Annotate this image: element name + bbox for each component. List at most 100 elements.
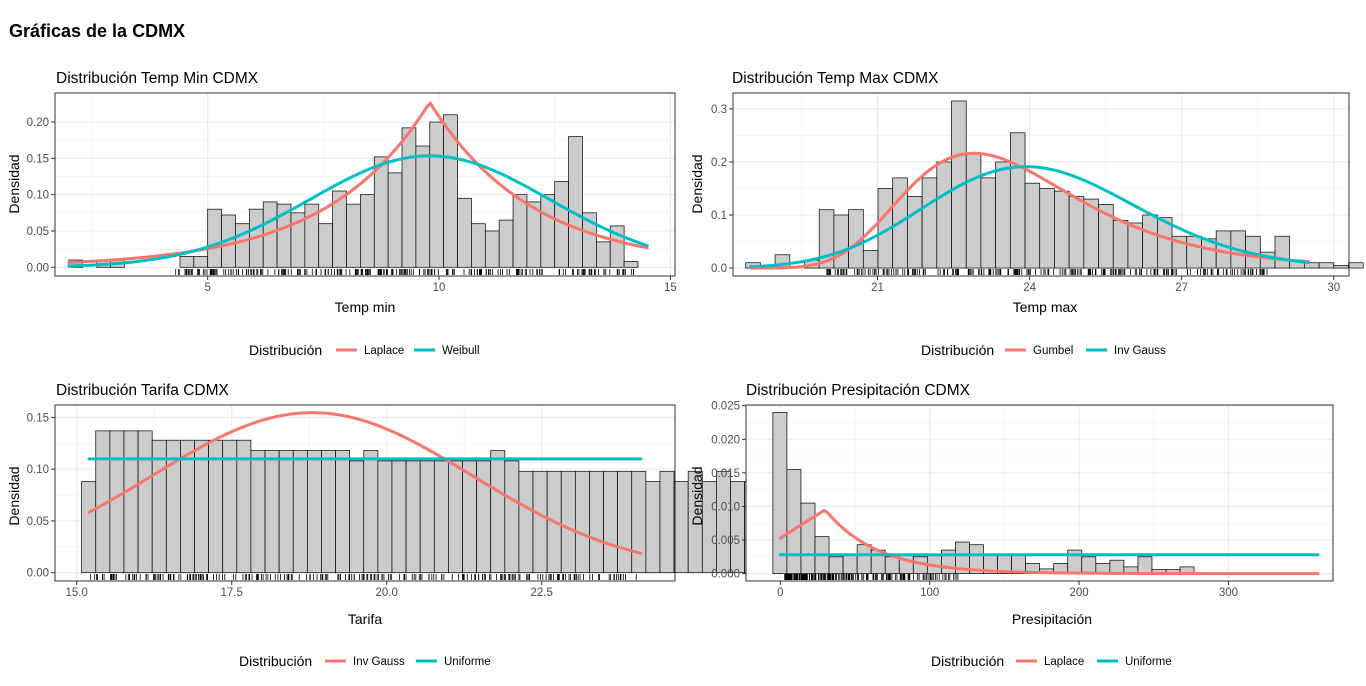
histogram-bar bbox=[995, 161, 1011, 269]
histogram-bar bbox=[1142, 214, 1158, 269]
y-tick-label: 0.15 bbox=[27, 153, 49, 165]
histogram-bar bbox=[582, 212, 597, 268]
histogram-bar bbox=[349, 460, 365, 574]
x-tick-label: 21 bbox=[871, 282, 884, 294]
histogram-bar bbox=[373, 156, 389, 268]
y-axis-label: Densidad bbox=[689, 154, 705, 213]
histogram-bar bbox=[1137, 556, 1153, 574]
histogram-bar bbox=[387, 172, 403, 268]
histogram-bar bbox=[786, 469, 802, 574]
histogram-bar bbox=[833, 214, 849, 269]
legend-label: Uniforme bbox=[1125, 656, 1172, 668]
histogram-bar bbox=[1009, 132, 1026, 269]
legend: Distribución Laplace Uniforme bbox=[931, 653, 1172, 669]
legend-label: Gumbel bbox=[1033, 345, 1073, 357]
chart-presipitacion: Distribución Presipitación CDMX 0 100 200 30… bbox=[689, 382, 1334, 669]
y-tick-label: 0.3 bbox=[711, 104, 727, 116]
histogram-bar bbox=[800, 502, 816, 574]
histogram-bar bbox=[532, 470, 548, 574]
y-tick-label: 0.00 bbox=[27, 262, 49, 274]
histogram-bar bbox=[401, 127, 417, 268]
legend-label: Inv Gauss bbox=[353, 656, 405, 668]
x-tick-label: 15 bbox=[664, 282, 677, 294]
panel-border bbox=[745, 404, 1334, 582]
x-tick-label: 200 bbox=[1069, 587, 1088, 599]
density-curve-inv-gauss bbox=[749, 165, 1310, 269]
histogram-bar bbox=[518, 470, 534, 574]
histogram-bar bbox=[828, 556, 844, 574]
panel-border bbox=[54, 404, 676, 582]
y-tick-label: 0.2 bbox=[711, 157, 727, 169]
y-tick-label: 0.020 bbox=[711, 434, 740, 446]
histogram-bar bbox=[335, 450, 351, 574]
histogram-bar bbox=[1274, 235, 1291, 269]
legend-label: Laplace bbox=[364, 345, 404, 357]
x-axis-label: Presipitación bbox=[1012, 611, 1092, 627]
histogram-bar bbox=[405, 460, 421, 574]
histogram-bar bbox=[264, 450, 280, 574]
y-tick-label: 0.025 bbox=[711, 401, 740, 413]
x-axis-label: Temp max bbox=[1013, 299, 1078, 315]
y-tick-label: 0.10 bbox=[27, 464, 49, 476]
chart-temp-min: Distribución Temp Min CDMX 5 10 15 0.00 0.05 0… bbox=[6, 70, 677, 358]
x-tick-label: 22.5 bbox=[531, 587, 553, 599]
histogram-bar bbox=[560, 470, 576, 574]
legend: Distribución Gumbel Inv Gauss bbox=[921, 342, 1166, 358]
histogram-bar bbox=[179, 256, 195, 268]
density-curve-weibull bbox=[67, 154, 649, 268]
histogram-bar bbox=[1054, 190, 1070, 269]
density-curve-gumbel bbox=[749, 151, 1310, 270]
histogram-bar bbox=[137, 430, 153, 574]
histogram-bar bbox=[292, 450, 308, 574]
x-tick-label: 0 bbox=[777, 587, 783, 599]
y-tick-label: 0.005 bbox=[711, 535, 740, 547]
legend-label: Uniforme bbox=[444, 656, 491, 668]
y-tick-label: 0.05 bbox=[27, 516, 49, 528]
y-tick-label: 0.1 bbox=[711, 210, 727, 222]
histogram-bar bbox=[1068, 196, 1085, 269]
histogram-bar bbox=[884, 556, 900, 574]
histogram-bar bbox=[842, 554, 858, 574]
histogram-bar bbox=[504, 460, 520, 574]
x-tick-label: 100 bbox=[920, 587, 939, 599]
histogram-bar bbox=[659, 470, 675, 574]
y-tick-label: 0.010 bbox=[711, 501, 740, 513]
chart-title: Distribución Temp Min CDMX bbox=[56, 70, 259, 87]
x-axis-label: Temp min bbox=[335, 299, 396, 315]
histogram-bar bbox=[603, 470, 618, 574]
x-tick-label: 24 bbox=[1023, 282, 1036, 294]
legend-label: Inv Gauss bbox=[1114, 345, 1166, 357]
y-tick-label: 0.10 bbox=[27, 190, 49, 202]
histogram-bar bbox=[415, 145, 431, 268]
y-tick-label: 0.000 bbox=[711, 569, 740, 581]
x-tick-label: 5 bbox=[204, 282, 210, 294]
y-tick-label: 0.15 bbox=[27, 412, 49, 424]
histogram-bars bbox=[772, 412, 1195, 574]
x-tick-label: 15.0 bbox=[66, 587, 88, 599]
histogram-bar bbox=[235, 223, 250, 268]
histogram-bar bbox=[433, 460, 449, 574]
x-tick-label: 27 bbox=[1175, 282, 1188, 294]
y-axis-label: Densidad bbox=[689, 466, 705, 525]
histogram-bar bbox=[318, 223, 333, 268]
histogram-bar bbox=[250, 450, 266, 574]
page-title: Gráficas de la CDMX bbox=[9, 21, 186, 41]
y-axis-label: Densidad bbox=[6, 466, 22, 525]
histogram-bar bbox=[360, 194, 375, 268]
legend-label: Laplace bbox=[1044, 656, 1084, 668]
histogram-bar bbox=[484, 230, 500, 268]
x-tick-label: 30 bbox=[1327, 282, 1340, 294]
histogram-bar bbox=[623, 261, 639, 268]
histogram-bar bbox=[645, 481, 661, 574]
histogram-bar bbox=[512, 194, 528, 268]
histogram-bar bbox=[856, 544, 872, 574]
histogram-bar bbox=[921, 177, 938, 269]
histogram-bar bbox=[574, 470, 590, 574]
chart-title: Distribución Presipitación CDMX bbox=[746, 382, 971, 399]
x-tick-label: 17.5 bbox=[221, 587, 243, 599]
x-tick-label: 10 bbox=[433, 282, 446, 294]
y-tick-label: 0.20 bbox=[27, 117, 49, 129]
legend: Distribución Inv Gauss Uniforme bbox=[239, 653, 491, 669]
histogram-bar bbox=[346, 203, 361, 268]
histogram-bar bbox=[207, 208, 222, 268]
